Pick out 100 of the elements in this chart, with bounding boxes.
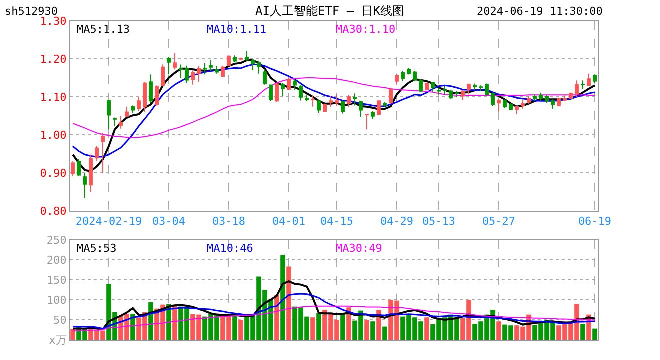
- bar: [496, 322, 502, 340]
- candlestick: [503, 99, 507, 109]
- candlestick: [431, 82, 435, 93]
- bar: [340, 314, 346, 340]
- chart-title: AI人工智能ETF — 日K线图: [255, 4, 405, 18]
- candlestick: [515, 106, 519, 115]
- candlestick: [227, 55, 231, 67]
- text: MA5:53: [77, 242, 117, 255]
- candlestick: [479, 85, 483, 92]
- bar: [364, 320, 370, 340]
- candlestick: [323, 103, 327, 113]
- text: MA10:1.11: [207, 23, 267, 36]
- candlestick: [473, 83, 477, 91]
- candlestick: [383, 101, 387, 108]
- text: MA30:1.10: [336, 23, 396, 36]
- text: MA30:49: [336, 242, 382, 255]
- candlestick: [413, 70, 417, 82]
- x-tick-label: 04-15: [320, 215, 354, 228]
- x-tick-label: 04-01: [272, 215, 306, 228]
- candlestick: [221, 65, 225, 78]
- x-tick-label: 2024-02-19: [76, 215, 142, 228]
- candlestick: [359, 100, 363, 118]
- candlestick: [269, 84, 273, 102]
- candlestick: [341, 100, 345, 114]
- candlestick: [365, 114, 369, 130]
- y-tick-label: 0.90: [40, 166, 67, 180]
- candlestick: [197, 66, 201, 83]
- bar: [70, 329, 76, 340]
- candlestick: [455, 90, 459, 98]
- candlestick: [419, 78, 423, 93]
- candlestick: [173, 52, 177, 70]
- text: MA10:46: [207, 242, 254, 255]
- bar: [580, 324, 586, 340]
- candlestick: [569, 92, 573, 100]
- candlestick: [497, 99, 501, 112]
- candlestick: [347, 94, 351, 108]
- candlestick: [299, 85, 303, 102]
- candlestick: [467, 83, 471, 96]
- line-series: [72, 64, 596, 158]
- candlestick: [449, 90, 453, 100]
- candlestick: [191, 70, 195, 86]
- line-series: [72, 78, 596, 139]
- candlestick: [155, 85, 159, 106]
- x-tick-label: 03-18: [212, 215, 246, 228]
- candlestick: [77, 158, 81, 177]
- candlestick: [107, 100, 111, 130]
- x-tick-label: 03-04: [152, 215, 186, 228]
- bar: [286, 266, 292, 340]
- candlestick: [593, 74, 597, 84]
- candlestick: [329, 96, 333, 108]
- y-tick-label: 100: [46, 294, 67, 307]
- candlestick: [257, 60, 261, 74]
- candlestick: [527, 96, 531, 104]
- y-tick-label: 50: [54, 314, 67, 327]
- candlestick: [131, 105, 135, 114]
- bar: [370, 322, 376, 340]
- y-tick-label: 1.10: [40, 90, 67, 104]
- candlestick: [317, 100, 321, 114]
- candlestick: [293, 79, 297, 91]
- candlestick: [395, 73, 399, 86]
- candlestick: [233, 55, 237, 63]
- candlestick: [581, 80, 585, 90]
- candlestick: [245, 50, 249, 62]
- line-series: [72, 60, 596, 172]
- candlestick: [287, 78, 291, 91]
- y-tick-label: 200: [46, 254, 67, 267]
- candlestick: [533, 94, 537, 102]
- candlestick: [587, 73, 591, 87]
- y-tick-label: 250: [46, 234, 67, 247]
- candlestick: [557, 98, 561, 107]
- candlestick: [305, 94, 309, 102]
- bar: [280, 255, 286, 340]
- candlestick: [215, 66, 219, 74]
- bar: [316, 313, 322, 340]
- candlestick: [401, 70, 405, 82]
- candlestick: [407, 68, 411, 76]
- candlestick: [437, 87, 441, 96]
- x-tick-label: 06-19: [578, 215, 612, 228]
- candlestick: [425, 82, 429, 91]
- candlestick: [209, 60, 213, 72]
- candlestick: [371, 110, 375, 120]
- candlestick: [575, 80, 579, 98]
- bar: [382, 326, 388, 340]
- y-tick-label: 1.20: [40, 52, 67, 66]
- candlestick: [521, 99, 525, 110]
- candlestick: [353, 93, 357, 106]
- candlestick: [149, 74, 153, 104]
- y-tick-label: 150: [46, 274, 67, 287]
- candlestick: [545, 94, 549, 104]
- candlestick: [275, 82, 279, 103]
- bar: [310, 318, 316, 340]
- candlestick: [119, 116, 123, 130]
- candlestick: [491, 92, 495, 107]
- candlestick: [563, 94, 567, 102]
- y-tick-label: x万: [49, 334, 67, 347]
- candlestick: [485, 83, 489, 96]
- bar: [592, 328, 598, 340]
- text: 2024-06-19 11:30:00: [477, 5, 603, 18]
- candlestick: [167, 56, 171, 76]
- candlestick: [113, 117, 117, 127]
